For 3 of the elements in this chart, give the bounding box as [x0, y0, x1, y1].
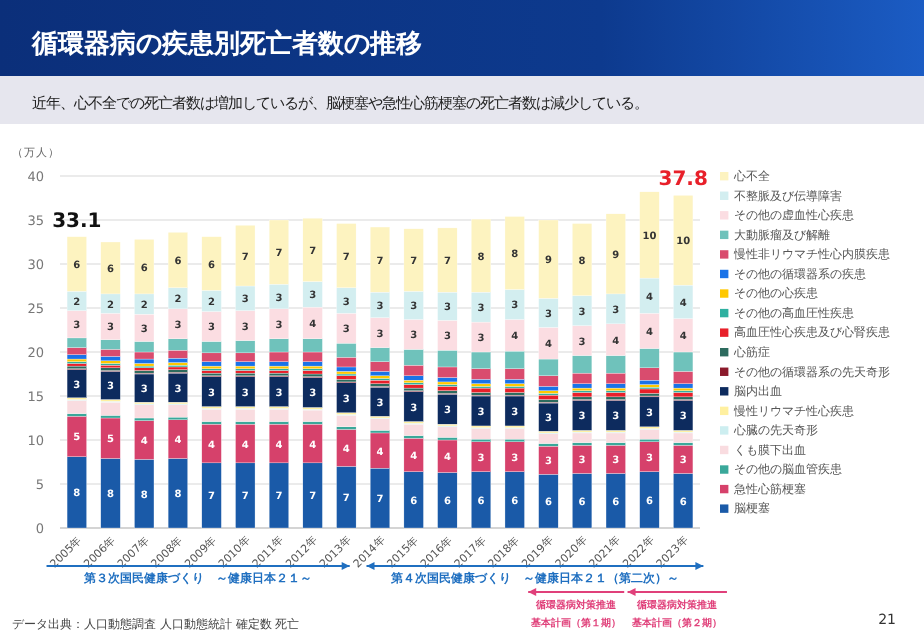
total-label: 37.8 [658, 169, 708, 192]
total-label: 33.1 [52, 210, 102, 233]
chart-title: 循環器病の疾患別死亡者数の推移 [30, 28, 422, 60]
